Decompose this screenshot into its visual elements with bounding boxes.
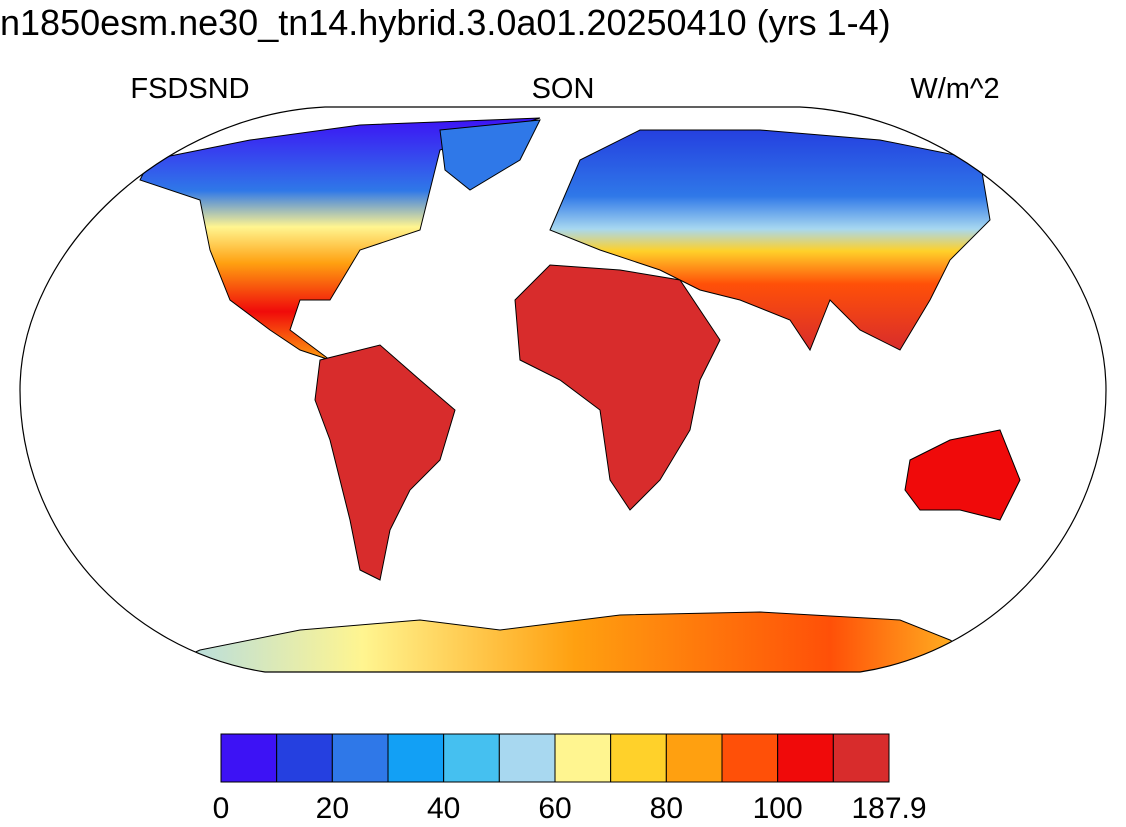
eurasia [549,129,991,352]
colorbar-tick-label: 100 [753,792,803,822]
colorbar-box [610,733,667,783]
colorbar-box [554,733,612,783]
colorbar-box [498,733,556,783]
colorbar-tick-label: 60 [538,792,571,822]
colorbar-tick-label: 187.9 [851,792,926,822]
colorbar-tick-label: 40 [427,792,460,822]
antarctica [149,611,1002,672]
colorbar-box [276,733,333,783]
units-label: W/m^2 [910,73,999,105]
colorbar-box [721,733,779,783]
colorbar-box [387,733,445,783]
colorbar-tick-label: 0 [213,792,230,822]
season-label: SON [532,73,595,105]
colorbar: 0 20 40 60 80 100 187.9 [213,733,927,825]
colorbar-box [220,733,278,783]
colorbar-box [443,733,500,783]
north-america [139,117,541,361]
colorbar-box [832,733,890,783]
colorbar-box [665,733,723,783]
africa [514,264,721,511]
australia [904,429,1021,521]
title: n1850esm.ne30_tn14.hybrid.3.0a01.2025041… [0,2,891,43]
south-america [314,344,456,581]
greenland [439,119,541,191]
map-outline [19,106,1107,673]
colorbar-box [331,733,389,783]
map-field [139,117,1021,672]
colorbar-tick-label: 80 [650,792,683,822]
colorbar-box [777,733,834,783]
colorbar-tick-label: 20 [316,792,349,822]
variable-label: FSDSND [130,73,249,105]
